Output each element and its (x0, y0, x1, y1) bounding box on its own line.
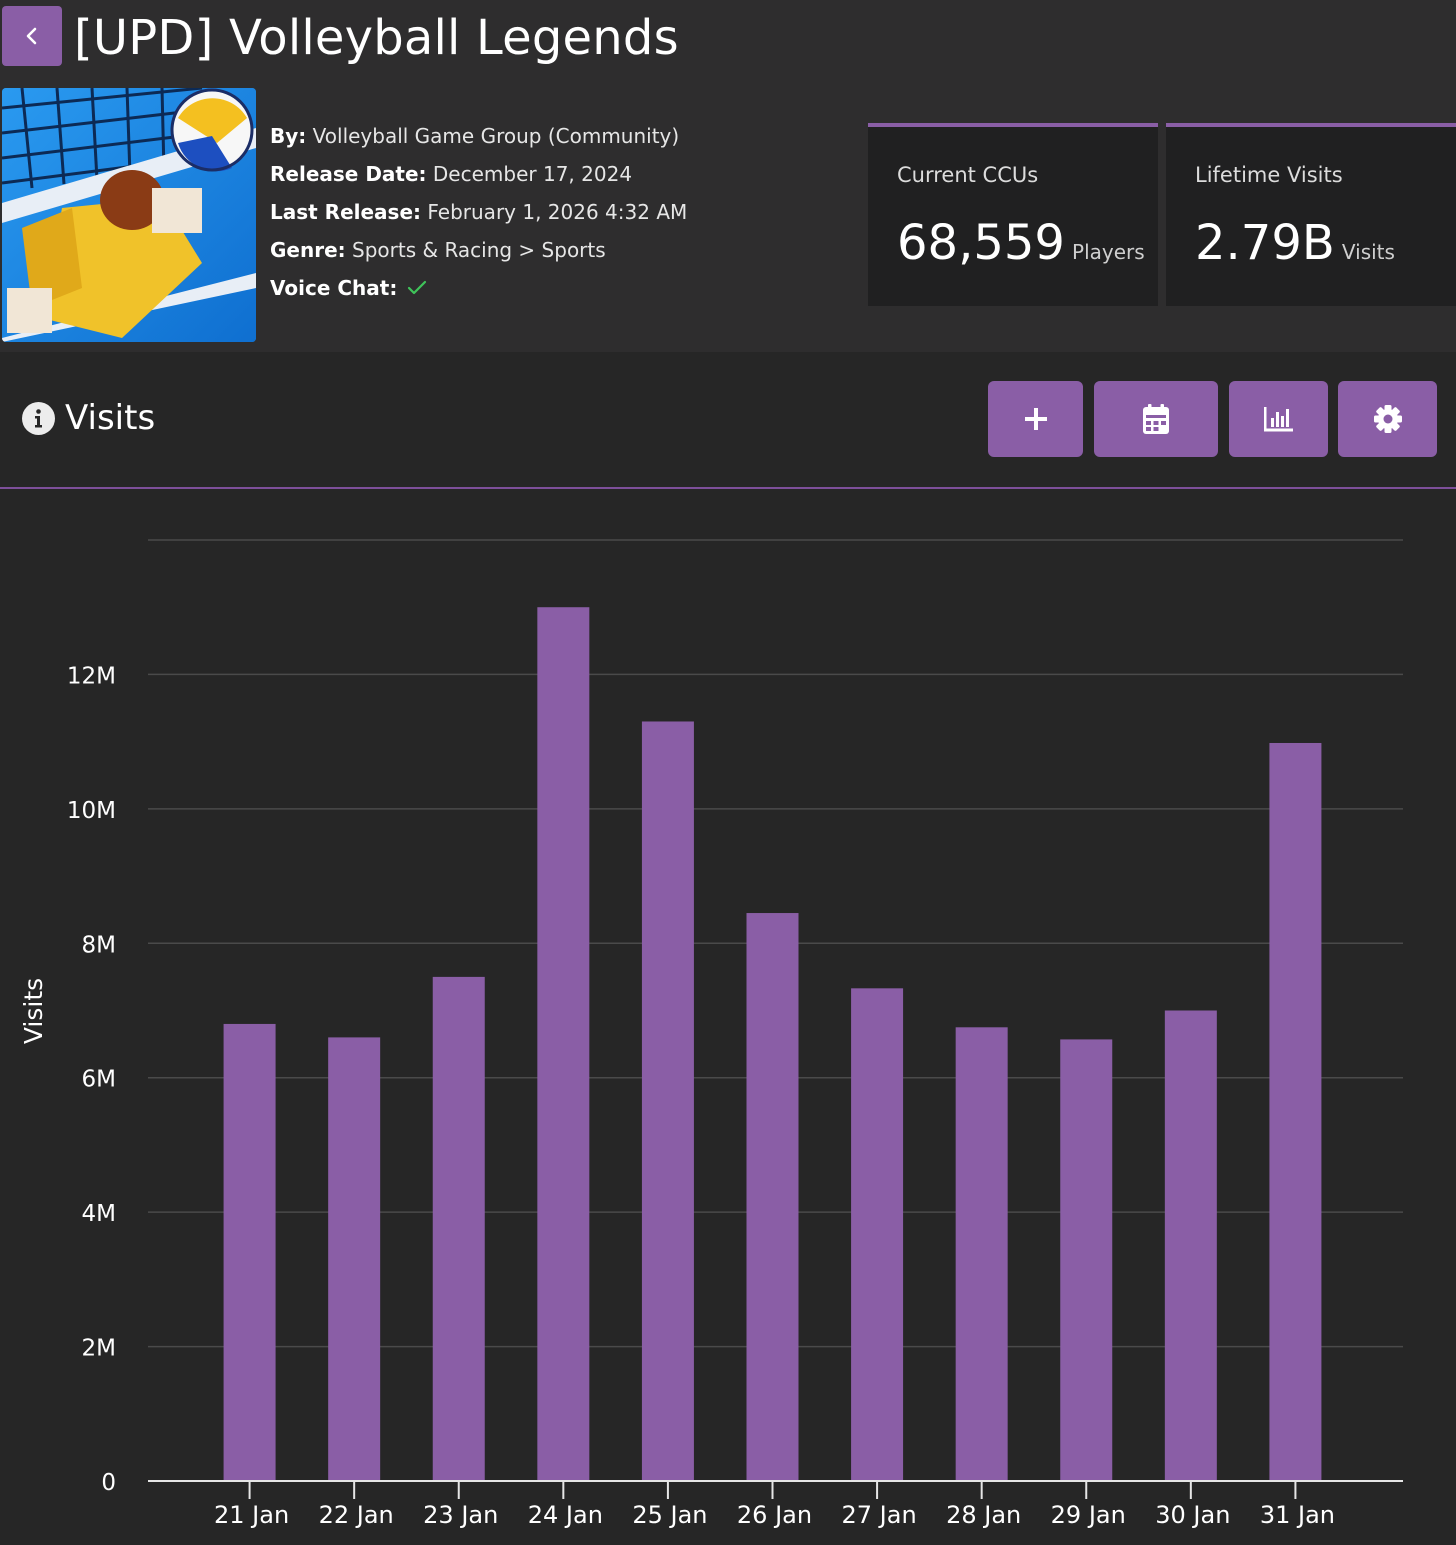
bar-30-jan[interactable] (1164, 1010, 1217, 1482)
last-release-row: Last Release: February 1, 2026 4:32 AM (270, 193, 687, 231)
x-tick-label: 25 Jan (632, 1501, 707, 1529)
section-divider (0, 487, 1456, 489)
creator-row: By: Volleyball Game Group (Community) (270, 117, 687, 155)
bar-31-jan[interactable] (1269, 742, 1322, 1481)
chart-type-button[interactable] (1229, 381, 1328, 457)
genre-row: Genre: Sports & Racing > Sports (270, 231, 687, 269)
genre-label: Genre: (270, 238, 346, 262)
bar-28-jan[interactable] (955, 1027, 1008, 1481)
bar-25-jan[interactable] (641, 721, 694, 1481)
bar-21-jan[interactable] (223, 1023, 276, 1481)
creator-label: By: (270, 124, 307, 148)
current-ccus-value-group: 68,559 Players (897, 215, 1145, 271)
bar-23-jan[interactable] (432, 976, 485, 1481)
visits-bar-chart: 0 2M 4M 6M 8M 10M 12M 21 Jan 22 Jan 23 Jan 24 Jan 2… (19, 539, 1403, 1529)
x-tick-label: 23 Jan (423, 1501, 498, 1529)
current-ccus-value: 68,559 (897, 215, 1065, 271)
calendar-icon (1143, 404, 1169, 434)
add-button[interactable] (988, 381, 1083, 457)
y-tick-label: 0 (101, 1470, 116, 1496)
game-details: By: Volleyball Game Group (Community) Re… (270, 117, 687, 307)
x-tick-label: 28 Jan (946, 1501, 1021, 1529)
x-tick-label: 30 Jan (1155, 1501, 1230, 1529)
release-date-label: Release Date: (270, 162, 427, 186)
x-tick-label: 27 Jan (841, 1501, 916, 1529)
current-ccus-label: Current CCUs (897, 163, 1039, 187)
release-date-value: December 17, 2024 (432, 162, 633, 186)
x-tick-label: 26 Jan (737, 1501, 812, 1529)
lifetime-visits-label: Lifetime Visits (1195, 163, 1343, 187)
last-release-label: Last Release: (270, 200, 422, 224)
creator-value[interactable]: Volleyball Game Group (Community) (312, 124, 680, 148)
lifetime-visits-value: 2.79B (1195, 215, 1335, 271)
x-tick-label: 22 Jan (319, 1501, 394, 1529)
section-title: Visits (65, 398, 156, 438)
date-range-button[interactable] (1094, 381, 1218, 457)
visits-section-header: Visits (0, 352, 1456, 488)
plus-icon (1024, 408, 1047, 430)
voice-chat-row: Voice Chat: (270, 269, 687, 307)
gear-icon (1373, 405, 1402, 433)
game-thumbnail (2, 88, 256, 342)
chevron-left-icon (26, 27, 37, 45)
x-tick-label: 29 Jan (1051, 1501, 1126, 1529)
back-button[interactable] (2, 6, 62, 66)
bar-24-jan[interactable] (537, 607, 590, 1481)
lifetime-visits-unit: Visits (1341, 240, 1395, 264)
release-date-row: Release Date: December 17, 2024 (270, 155, 687, 193)
game-header-panel: [UPD] Volleyball Legends (0, 0, 1456, 352)
check-icon (407, 280, 426, 295)
y-axis-title: Visits (19, 978, 48, 1044)
genre-value: Sports & Racing > Sports (352, 238, 606, 262)
last-release-value: February 1, 2026 4:32 AM (427, 200, 688, 224)
lifetime-visits-card: Lifetime Visits 2.79B Visits (1166, 123, 1456, 306)
settings-button[interactable] (1338, 381, 1437, 457)
x-tick-label: 31 Jan (1260, 1501, 1335, 1529)
lifetime-visits-value-group: 2.79B Visits (1195, 215, 1395, 271)
bar-22-jan[interactable] (328, 1037, 381, 1481)
bar-chart-icon (1263, 407, 1293, 432)
bar-27-jan[interactable] (851, 988, 904, 1481)
current-ccus-card: Current CCUs 68,559 Players (868, 123, 1158, 306)
bar-29-jan[interactable] (1060, 1039, 1113, 1481)
bar-26-jan[interactable] (746, 913, 799, 1481)
y-tick-label: 12M (67, 663, 116, 689)
y-tick-label: 6M (82, 1067, 116, 1093)
y-tick-label: 10M (67, 798, 116, 824)
x-tick-label: 21 Jan (214, 1501, 289, 1529)
info-icon[interactable] (22, 402, 55, 435)
x-tick-label: 24 Jan (528, 1501, 603, 1529)
voice-chat-label: Voice Chat: (270, 276, 398, 300)
current-ccus-unit: Players (1072, 240, 1145, 264)
page-title: [UPD] Volleyball Legends (74, 10, 679, 66)
y-tick-label: 2M (82, 1336, 116, 1362)
y-tick-label: 8M (82, 932, 116, 958)
y-tick-label: 4M (82, 1201, 116, 1227)
